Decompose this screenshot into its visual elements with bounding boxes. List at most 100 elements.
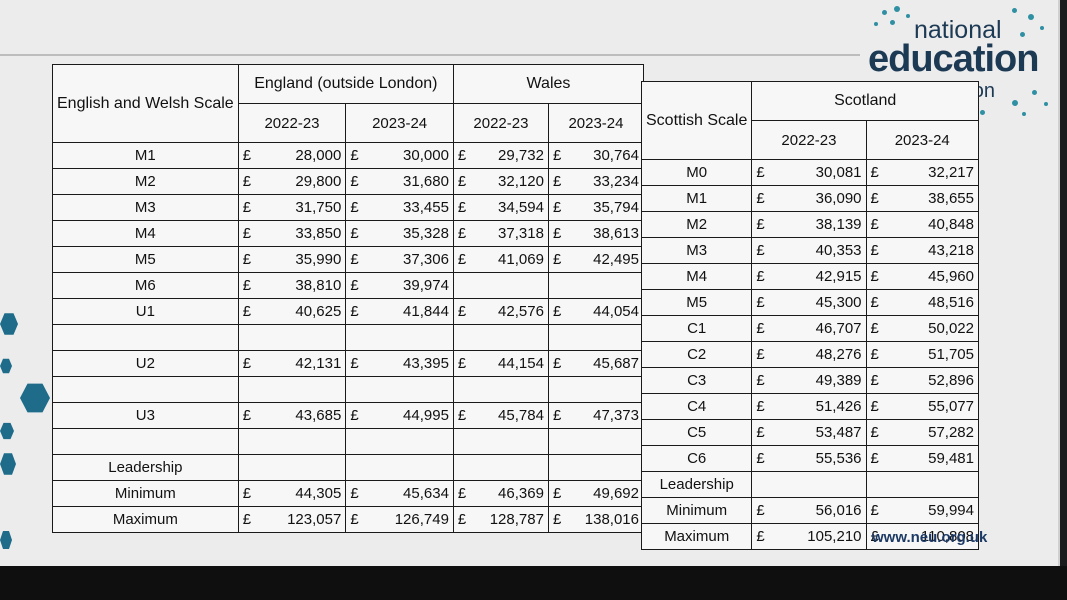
currency-cell: £ bbox=[751, 237, 775, 264]
salary-scotland-2022-23: 30,081 bbox=[774, 159, 867, 186]
salary-england-2022-23: 35,990 bbox=[260, 246, 347, 273]
salary-scotland-2023-24: 59,481 bbox=[888, 445, 979, 472]
grade-cell: C4 bbox=[640, 393, 753, 420]
salary-wales-2022-23: 128,787 bbox=[475, 506, 549, 533]
currency-cell: £ bbox=[345, 194, 369, 221]
grade-cell: C3 bbox=[640, 367, 753, 394]
currency-cell bbox=[237, 376, 261, 403]
salary-scotland-2022-23: 36,090 bbox=[774, 185, 867, 212]
currency-cell bbox=[237, 324, 261, 351]
salary-scotland-2022-23: 48,276 bbox=[774, 341, 867, 368]
grade-cell: C1 bbox=[640, 315, 753, 342]
grade-cell: Maximum bbox=[52, 506, 239, 533]
currency-cell: £ bbox=[547, 194, 571, 221]
salary-wales-2022-23: 44,154 bbox=[475, 350, 549, 377]
currency-cell bbox=[751, 471, 775, 498]
salary-england-2023-24: 44,995 bbox=[368, 402, 454, 429]
hexagon-decoration bbox=[0, 422, 14, 440]
salary-england-2023-24: 45,634 bbox=[368, 480, 454, 507]
column-header-england: England (outside London) bbox=[237, 64, 454, 104]
currency-cell bbox=[865, 471, 889, 498]
currency-cell: £ bbox=[237, 298, 261, 325]
grade-cell: M3 bbox=[52, 194, 239, 221]
currency-cell bbox=[547, 454, 571, 481]
salary-scotland-2023-24: 55,077 bbox=[888, 393, 979, 420]
currency-cell: £ bbox=[751, 393, 775, 420]
currency-cell bbox=[237, 454, 261, 481]
salary-scotland-2022-23: 56,016 bbox=[774, 497, 867, 524]
currency-cell: £ bbox=[452, 246, 476, 273]
currency-cell: £ bbox=[865, 445, 889, 472]
currency-cell: £ bbox=[547, 168, 571, 195]
currency-cell: £ bbox=[452, 402, 476, 429]
hexagon-decoration bbox=[20, 383, 50, 413]
salary-england-2023-24: 31,680 bbox=[368, 168, 454, 195]
salary-england-2022-23: 33,850 bbox=[260, 220, 347, 247]
column-header-wales-2022-23: 2022-23 bbox=[452, 103, 549, 143]
salary-england-2022-23 bbox=[260, 376, 347, 403]
table-row: M6 £38,810 £39,974 bbox=[52, 272, 644, 299]
salary-wales-2023-24 bbox=[570, 428, 644, 455]
currency-cell: £ bbox=[865, 315, 889, 342]
grade-cell bbox=[52, 324, 239, 351]
currency-cell: £ bbox=[345, 402, 369, 429]
salary-wales-2022-23 bbox=[475, 376, 549, 403]
logo-word-national: national bbox=[914, 16, 1002, 44]
table-row: C4 £51,426 £55,077 bbox=[640, 393, 979, 420]
currency-cell: £ bbox=[237, 350, 261, 377]
hexagon-decoration bbox=[0, 358, 12, 374]
salary-wales-2022-23: 29,732 bbox=[475, 142, 549, 169]
table-row: U1 £40,625 £41,844 £42,576 £44,054 bbox=[52, 298, 644, 325]
salary-scotland-2023-24: 48,516 bbox=[888, 289, 979, 316]
table-row bbox=[52, 428, 644, 455]
grade-cell: M5 bbox=[52, 246, 239, 273]
salary-wales-2022-23 bbox=[475, 324, 549, 351]
currency-cell: £ bbox=[547, 350, 571, 377]
currency-cell: £ bbox=[865, 341, 889, 368]
currency-cell: £ bbox=[547, 142, 571, 169]
salary-scotland-2022-23: 53,487 bbox=[774, 419, 867, 446]
currency-cell bbox=[452, 272, 476, 299]
currency-cell: £ bbox=[237, 220, 261, 247]
column-header-england-2023-24: 2023-24 bbox=[345, 103, 454, 143]
salary-wales-2023-24: 42,495 bbox=[570, 246, 644, 273]
hexagon-decoration bbox=[0, 453, 16, 475]
hexagon-decoration bbox=[0, 531, 12, 549]
currency-cell: £ bbox=[345, 246, 369, 273]
grade-cell: Maximum bbox=[640, 523, 753, 550]
salary-scotland-2022-23: 38,139 bbox=[774, 211, 867, 238]
salary-scotland-2022-23: 45,300 bbox=[774, 289, 867, 316]
column-header-scotland-2022-23: 2022-23 bbox=[751, 120, 867, 160]
salary-england-2023-24: 39,974 bbox=[368, 272, 454, 299]
table-row: M1 £36,090 £38,655 bbox=[640, 185, 979, 212]
grade-cell: Minimum bbox=[52, 480, 239, 507]
salary-england-2023-24 bbox=[368, 428, 454, 455]
table-row: M3 £31,750 £33,455 £34,594 £35,794 bbox=[52, 194, 644, 221]
currency-cell: £ bbox=[452, 194, 476, 221]
currency-cell: £ bbox=[237, 246, 261, 273]
salary-england-2022-23 bbox=[260, 454, 347, 481]
currency-cell bbox=[345, 324, 369, 351]
currency-cell bbox=[452, 428, 476, 455]
table-row: M1 £28,000 £30,000 £29,732 £30,764 bbox=[52, 142, 644, 169]
salary-wales-2022-23: 42,576 bbox=[475, 298, 549, 325]
salary-england-2023-24 bbox=[368, 454, 454, 481]
salary-england-2023-24: 126,749 bbox=[368, 506, 454, 533]
table-row: Leadership bbox=[52, 454, 644, 481]
currency-cell: £ bbox=[237, 480, 261, 507]
column-header-scottish-scale: Scottish Scale bbox=[640, 81, 753, 160]
table-row: M2 £29,800 £31,680 £32,120 £33,234 bbox=[52, 168, 644, 195]
salary-scotland-2022-23: 42,915 bbox=[774, 263, 867, 290]
slide-divider bbox=[0, 54, 860, 56]
table-row: Minimum £44,305 £45,634 £46,369 £49,692 bbox=[52, 480, 644, 507]
grade-cell: C6 bbox=[640, 445, 753, 472]
salary-wales-2022-23 bbox=[475, 428, 549, 455]
currency-cell: £ bbox=[751, 445, 775, 472]
currency-cell: £ bbox=[237, 142, 261, 169]
salary-scotland-2022-23 bbox=[774, 471, 867, 498]
currency-cell: £ bbox=[751, 497, 775, 524]
table-row: C3 £49,389 £52,896 bbox=[640, 367, 979, 394]
currency-cell: £ bbox=[751, 367, 775, 394]
table-row: U3 £43,685 £44,995 £45,784 £47,373 bbox=[52, 402, 644, 429]
currency-cell: £ bbox=[865, 159, 889, 186]
